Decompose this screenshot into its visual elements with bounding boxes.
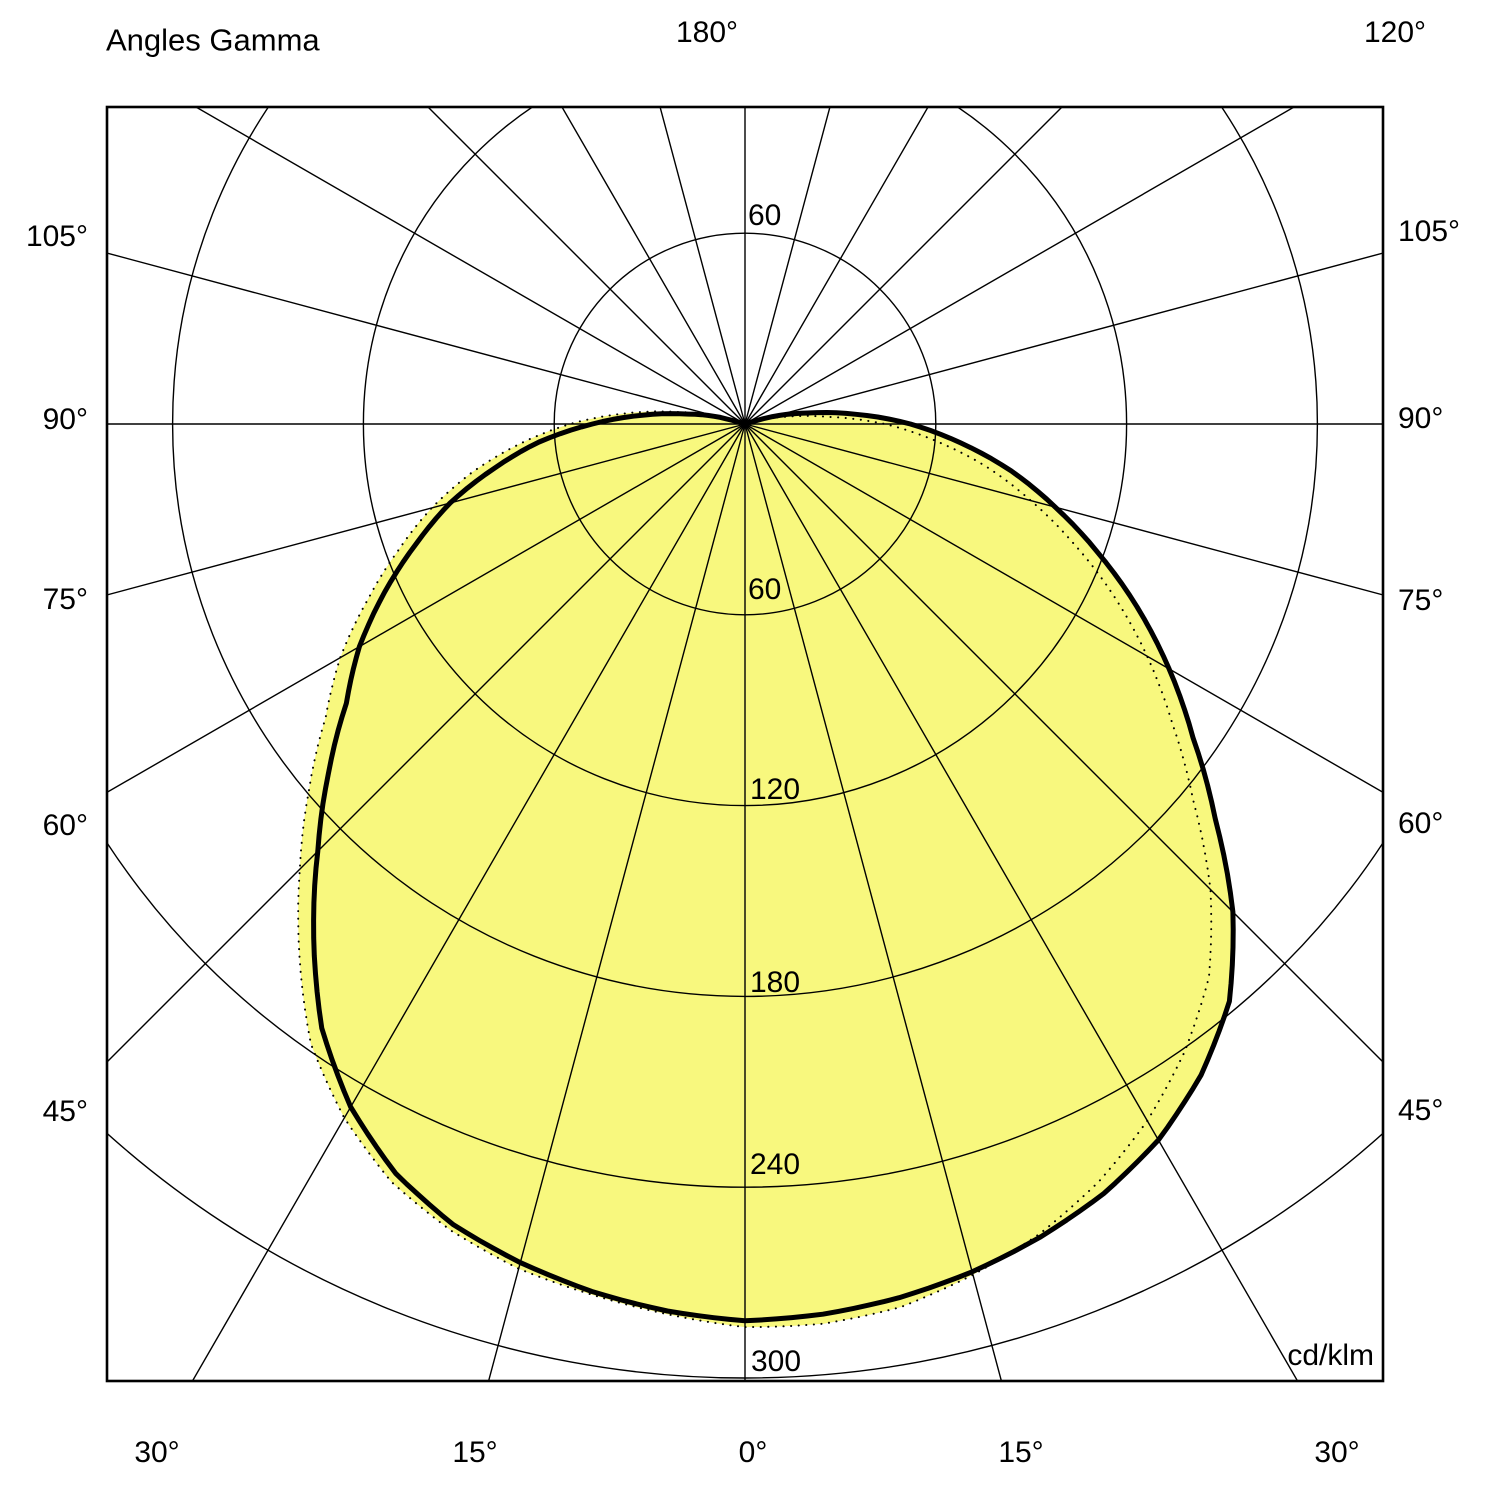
- gamma-angle-label: 45°: [1398, 1094, 1444, 1127]
- gamma-angle-label: 90°: [1398, 402, 1444, 435]
- ring-value-label: 120: [750, 773, 801, 806]
- gamma-angle-label: 60°: [1398, 807, 1444, 840]
- gamma-angle-label: 75°: [42, 583, 88, 616]
- gamma-angle-label: 180°: [675, 16, 739, 49]
- gamma-angle-label: 30°: [134, 1436, 180, 1469]
- gamma-angle-label: 0°: [738, 1436, 768, 1469]
- ring-value-label: 240: [750, 1148, 801, 1181]
- gamma-angle-label: 60°: [42, 809, 88, 842]
- intensity-curve-solid: [311, 410, 1236, 1324]
- gamma-angle-label: 15°: [452, 1436, 498, 1469]
- unit-label: cd/klm: [1287, 1339, 1374, 1372]
- intensity-curve-dotted: [297, 410, 1213, 1329]
- ring-value-label: 180: [750, 966, 801, 999]
- gamma-angle-label: 105°: [1398, 215, 1461, 248]
- gamma-angle-label: 120°: [1363, 16, 1427, 49]
- ring-value-label: 300: [751, 1345, 802, 1378]
- gamma-angle-label: 105°: [25, 220, 88, 253]
- gamma-angle-label: 15°: [998, 1436, 1044, 1469]
- gamma-angle-label: 30°: [1314, 1436, 1360, 1469]
- plot-frame: [105, 105, 1385, 1383]
- gamma-angle-label: 90°: [42, 403, 88, 436]
- gamma-angle-label: 45°: [42, 1095, 88, 1128]
- chart-title: Angles Gamma: [106, 22, 320, 58]
- gamma-angle-label: 75°: [1398, 584, 1444, 617]
- ring-value-label: 60: [748, 573, 782, 606]
- ring-value-label: 60: [748, 199, 782, 232]
- solid-curve-fill: [313, 412, 1234, 1321]
